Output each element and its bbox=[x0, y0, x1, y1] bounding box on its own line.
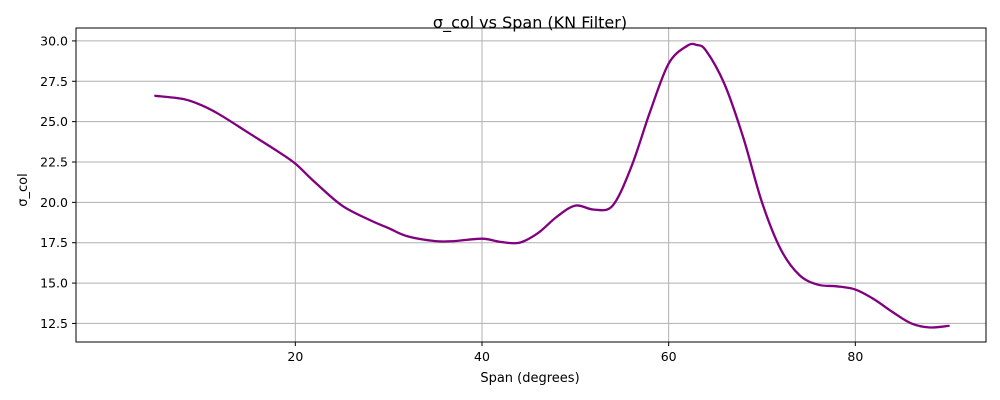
x-tick-label: 60 bbox=[661, 349, 677, 364]
plot-frame bbox=[75, 27, 987, 343]
series-layer bbox=[154, 42, 950, 329]
y-tick-label: 20.0 bbox=[40, 195, 68, 210]
y-axis: 12.5 15.0 17.5 20.0 22.5 25.0 27.5 30.0 bbox=[40, 33, 76, 331]
y-tick-label: 15.0 bbox=[40, 276, 68, 291]
x-axis: 20 40 60 80 bbox=[287, 342, 863, 364]
x-axis-label: Span (degrees) bbox=[480, 371, 579, 386]
y-tick-label: 30.0 bbox=[40, 33, 68, 48]
y-tick-label: 12.5 bbox=[40, 316, 68, 331]
x-tick-label: 80 bbox=[847, 349, 863, 364]
x-tick-label: 20 bbox=[287, 349, 303, 364]
y-tick-label: 22.5 bbox=[40, 154, 68, 169]
x-tick-label: 40 bbox=[474, 349, 490, 364]
y-tick-label: 27.5 bbox=[40, 74, 68, 89]
y-tick-label: 17.5 bbox=[40, 235, 68, 250]
grid bbox=[76, 28, 986, 342]
y-axis-label: σ_col bbox=[16, 173, 31, 206]
chart-title: σ_col vs Span (KN Filter) bbox=[433, 13, 627, 33]
series-line bbox=[154, 42, 950, 329]
y-tick-label: 25.0 bbox=[40, 114, 68, 129]
